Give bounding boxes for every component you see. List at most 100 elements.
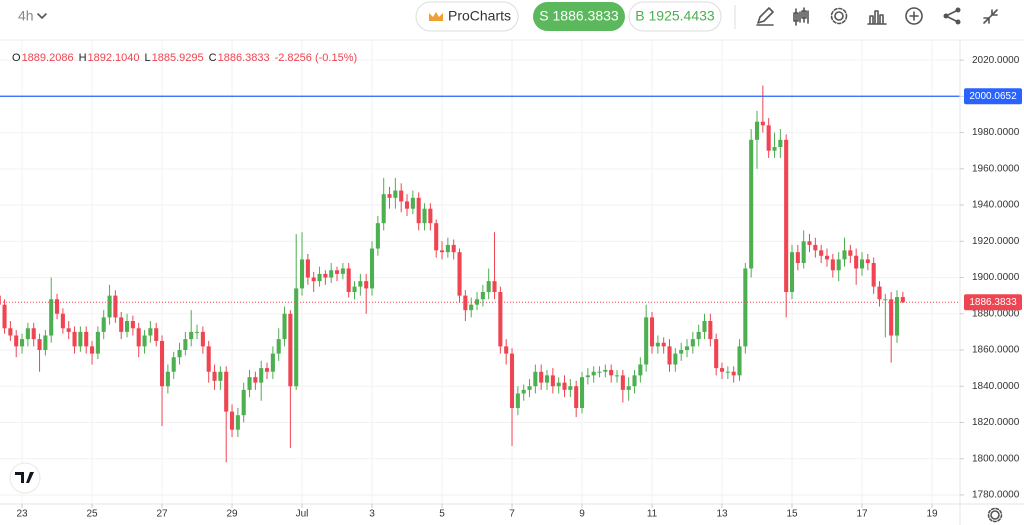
candle-body — [66, 328, 71, 332]
candle-body — [49, 299, 54, 336]
candle-body — [177, 349, 182, 358]
x-tick-label: 27 — [156, 509, 168, 520]
x-tick-label: 9 — [579, 509, 585, 520]
candle-body — [410, 197, 415, 209]
candle-body — [486, 281, 491, 293]
sell-button[interactable] — [533, 2, 625, 31]
candle-body — [130, 321, 135, 329]
candle-body — [37, 339, 42, 350]
candle-body — [725, 371, 730, 373]
candle-body — [20, 339, 25, 347]
candle-body — [673, 353, 678, 365]
buy-label: B 1925.4433 — [635, 8, 715, 24]
price-tag-label: 2000.0652 — [969, 91, 1017, 102]
candle-body — [679, 349, 684, 354]
x-tick-label: 15 — [786, 509, 798, 520]
candle-body — [434, 223, 439, 251]
candle-body — [25, 328, 30, 340]
candle-body — [329, 270, 334, 278]
candle-body — [550, 375, 555, 387]
candle-body — [375, 223, 380, 249]
candles-icon[interactable] — [793, 7, 809, 26]
candle-body — [352, 286, 357, 293]
candle-body — [492, 281, 497, 293]
axes: 1780.0000 1800.0000 1820.0000 1840.0000 1860… — [16, 55, 1022, 520]
crown-icon — [429, 12, 443, 21]
candle-body — [55, 299, 60, 314]
candle-body — [288, 313, 293, 387]
settings-icon[interactable] — [834, 11, 844, 21]
candle-body — [451, 244, 456, 253]
candle-body — [2, 304, 7, 329]
candle-body — [591, 371, 596, 376]
candle-body — [340, 268, 345, 274]
settings-ring[interactable] — [830, 7, 848, 25]
buy-button[interactable] — [628, 1, 722, 32]
candle-body — [644, 317, 649, 365]
candle-body — [125, 321, 130, 332]
candle-body — [90, 346, 95, 354]
y-tick-label: 1820.0000 — [972, 417, 1020, 428]
candle-body — [795, 252, 800, 264]
collapse-icon[interactable] — [983, 9, 998, 24]
axis-settings-ring[interactable] — [987, 507, 1003, 523]
candle-body — [702, 321, 707, 332]
candle-body — [160, 340, 165, 387]
ohlc-label: H — [79, 52, 87, 64]
candle-body — [247, 377, 252, 390]
ohlc-label: C — [209, 52, 217, 64]
timeframe[interactable]: 4h — [18, 8, 34, 24]
price-tag — [964, 88, 1022, 105]
x-tick-label: 25 — [86, 509, 98, 520]
candle-body — [253, 377, 258, 383]
candle-body — [504, 346, 509, 354]
candle-body — [317, 273, 322, 282]
candle-body — [830, 259, 835, 271]
candle-body — [778, 139, 783, 148]
candle-body — [562, 382, 567, 390]
candle-body — [632, 375, 637, 387]
candle-body — [154, 328, 159, 341]
candle-body — [579, 377, 585, 408]
draw-icon[interactable] — [756, 7, 774, 26]
candle-body — [714, 339, 719, 369]
candle-body — [387, 194, 392, 198]
candle-body — [224, 371, 229, 412]
logo-badge[interactable] — [9, 462, 41, 494]
candle-body — [859, 259, 865, 269]
chevron[interactable] — [37, 13, 47, 19]
candle-body — [807, 241, 812, 245]
candle-body — [498, 292, 503, 347]
candle-body — [235, 415, 240, 430]
axis-settings[interactable] — [990, 510, 1000, 520]
pro-button[interactable] — [415, 1, 519, 32]
candle-body — [270, 353, 275, 372]
candle-body — [183, 339, 188, 350]
candle-body — [113, 295, 118, 318]
candle-body — [14, 335, 19, 347]
candle-body — [107, 295, 112, 318]
candle-body — [294, 288, 299, 387]
toolbar: 4h ProCharts S 1886.3833 B 1925.4433 — [18, 1, 998, 32]
logo — [9, 462, 41, 494]
candle-body — [428, 208, 433, 224]
candle-body — [404, 201, 410, 209]
candle-body — [609, 369, 614, 376]
candle-body — [381, 194, 386, 224]
candle-body — [533, 371, 538, 387]
candle-body — [259, 368, 264, 383]
candle-body — [393, 190, 398, 198]
y-tick-label: 1960.0000 — [972, 163, 1020, 174]
candle-body — [171, 357, 176, 372]
x-tick-label: 7 — [509, 509, 515, 520]
candle-body — [194, 331, 200, 333]
indicators-icon[interactable] — [867, 10, 887, 25]
candle-body — [760, 121, 765, 126]
candle-body — [655, 342, 660, 347]
x-tick-label: 13 — [716, 509, 728, 520]
y-tick-label: 1880.0000 — [972, 308, 1020, 319]
price-tag — [964, 294, 1022, 311]
add-icon[interactable] — [905, 7, 923, 25]
candle-body — [597, 371, 602, 373]
candle-body — [480, 292, 485, 300]
